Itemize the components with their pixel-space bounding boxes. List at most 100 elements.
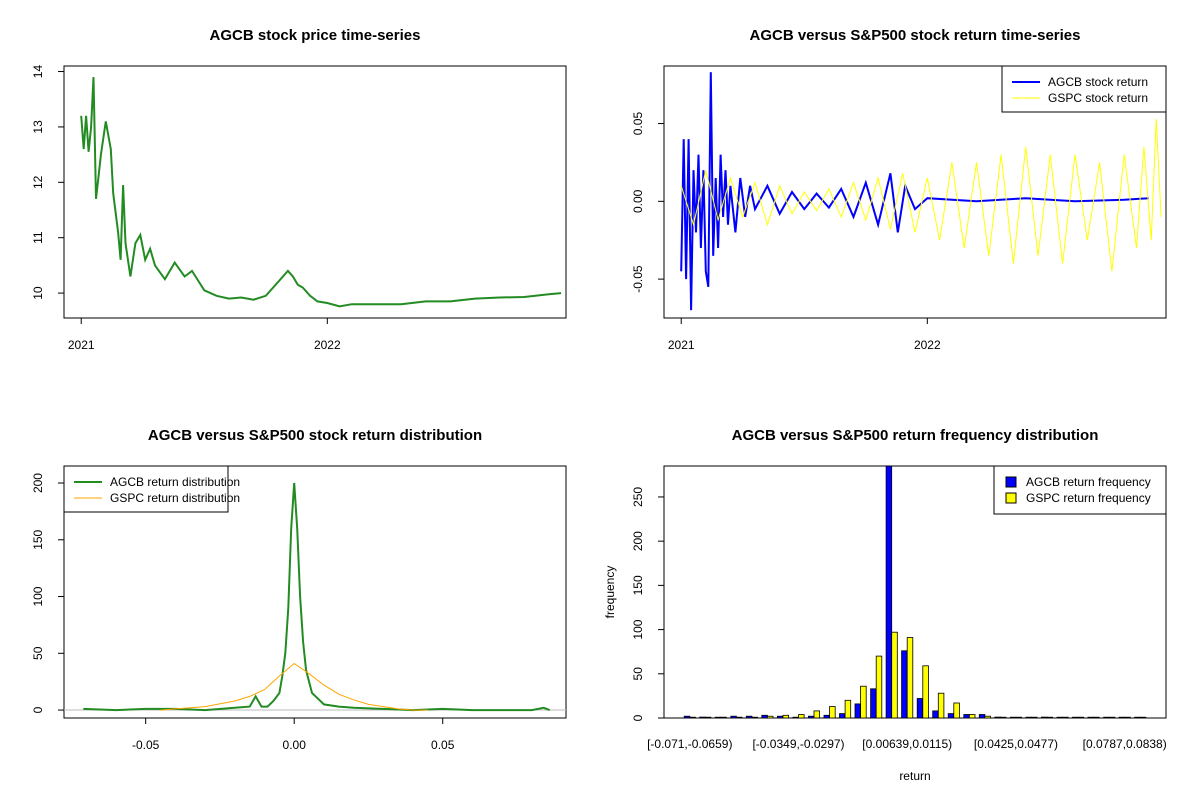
bar [891, 631, 898, 719]
chart-title: AGCB versus S&P500 stock return time-ser… [750, 27, 1081, 44]
bar [813, 710, 820, 719]
x-category-label: [0.00639,0.0115) [862, 737, 952, 751]
x-category-label: [0.0425,0.0477) [974, 737, 1058, 751]
bar [870, 688, 877, 719]
bar [782, 714, 789, 719]
bar [1124, 716, 1131, 719]
bar [823, 714, 830, 719]
bar [994, 716, 1001, 719]
y-tick-label: 200 [631, 531, 645, 551]
bar [683, 715, 691, 719]
plot-frame [63, 65, 567, 319]
bar [839, 713, 846, 719]
plot-frame [63, 465, 567, 719]
y-axis-label: frequency [603, 566, 617, 619]
bar [699, 716, 706, 719]
bar [906, 637, 914, 719]
bar [1062, 716, 1069, 719]
bar [751, 716, 758, 719]
x-tick-label: 2022 [314, 338, 341, 352]
legend-label: GSPC stock return [1048, 91, 1148, 105]
legend-label: AGCB return frequency [1026, 475, 1151, 489]
bar [969, 714, 976, 719]
bar [1077, 716, 1085, 719]
bar [844, 699, 852, 719]
bar [901, 650, 908, 719]
bar [777, 715, 784, 719]
y-tick-label: 0.00 [631, 189, 645, 213]
x-tick-label: 2022 [914, 338, 941, 352]
bar [1072, 716, 1079, 719]
chart-p1 [58, 65, 567, 324]
chart-p2 [658, 65, 1167, 324]
bar [953, 702, 960, 719]
y-tick-label: 150 [631, 575, 645, 595]
y-tick-label: 14 [31, 65, 45, 79]
y-tick-label: 11 [31, 231, 45, 244]
bar [932, 710, 939, 719]
legend-label: AGCB stock return [1048, 75, 1148, 89]
legend-label: AGCB return distribution [110, 475, 240, 489]
bar [798, 714, 805, 719]
legend-swatch [1005, 476, 1017, 488]
bar [829, 706, 836, 719]
legend-label: GSPC return frequency [1026, 491, 1151, 505]
y-tick-label: 250 [631, 487, 645, 507]
series-line-agcb-price [80, 77, 562, 308]
bar [1139, 716, 1147, 719]
bar [1087, 716, 1094, 719]
bar [745, 715, 753, 719]
bar [720, 716, 727, 719]
bar [1108, 716, 1116, 719]
bar [963, 714, 970, 719]
x-tick-label: 2021 [68, 338, 95, 352]
bar [736, 716, 743, 719]
y-tick-label: 100 [31, 586, 45, 606]
bar [875, 655, 883, 719]
bar [916, 698, 924, 719]
bar [984, 715, 991, 719]
bar [730, 715, 737, 719]
x-category-label: [-0.071,-0.0659) [647, 737, 732, 751]
bar [792, 716, 799, 719]
bar [1103, 716, 1110, 719]
x-category-label: [0.0787,0.0838) [1083, 737, 1167, 751]
bar [689, 716, 696, 719]
legend-swatch [1005, 492, 1017, 504]
bar [704, 716, 712, 719]
y-tick-label: 50 [31, 646, 45, 660]
x-tick-label: 0.00 [283, 738, 307, 752]
y-tick-label: 50 [631, 667, 645, 681]
bar [1000, 716, 1007, 719]
legend-label: GSPC return distribution [110, 491, 240, 505]
bar [1093, 716, 1100, 719]
y-tick-label: 0 [31, 706, 45, 713]
bar [854, 703, 861, 719]
bar [1041, 716, 1048, 719]
y-tick-label: 12 [31, 175, 45, 189]
bar [947, 713, 955, 719]
series-line-agcb-return-distribution [83, 482, 551, 712]
x-tick-label: 2021 [668, 338, 695, 352]
bar [922, 665, 929, 719]
series-line-agcb-stock-return [680, 72, 1149, 311]
bar [860, 685, 867, 719]
bar [808, 715, 815, 719]
bar [1056, 716, 1063, 719]
legend-box [1001, 65, 1167, 113]
bar [1015, 716, 1022, 719]
y-tick-label: 10 [31, 286, 45, 300]
bar [1118, 716, 1126, 719]
bar [761, 714, 768, 719]
y-tick-label: 13 [31, 120, 45, 134]
chart-title: AGCB stock price time-series [210, 27, 421, 44]
x-category-label: [-0.0349,-0.0297) [752, 737, 844, 751]
chart-title: AGCB versus S&P500 stock return distribu… [148, 427, 482, 444]
y-tick-label: -0.05 [631, 265, 645, 293]
plot-frame [663, 65, 1167, 319]
series-line-gspc-return-distribution [160, 662, 428, 711]
plot-frame [663, 465, 1167, 719]
chart-p4 [658, 465, 1167, 719]
